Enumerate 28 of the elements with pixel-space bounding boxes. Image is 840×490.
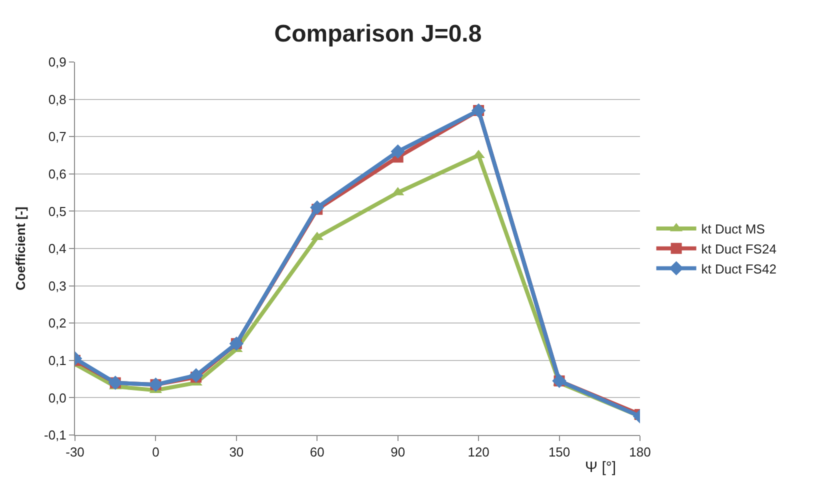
legend-label: kt Duct FS42 (701, 261, 776, 276)
y-tick-label: 0,4 (48, 241, 66, 256)
x-tick-label: 150 (548, 444, 570, 460)
x-tick-label: 180 (629, 444, 651, 460)
y-tick-label: 0,6 (48, 166, 66, 182)
x-tick-label: 0 (152, 444, 160, 460)
y-axis-title: Coefficient [-] (12, 206, 28, 290)
y-tick-label: 0,1 (48, 352, 66, 368)
x-tick-label: 60 (310, 444, 324, 460)
y-tick-label: 0,2 (48, 316, 66, 331)
y-tick-label: 0,3 (48, 278, 66, 294)
point (310, 200, 324, 215)
x-tick-label: 120 (468, 444, 490, 460)
point (188, 368, 204, 382)
y-tick-label: 0,5 (48, 204, 66, 219)
chart-title: Comparison J=0.8 (274, 20, 482, 48)
x-tick-label: 30 (229, 444, 244, 460)
x-axis-title: Ψ [°] (585, 459, 616, 476)
x-tick-label: -30 (66, 444, 84, 460)
x-tick-label: 90 (390, 444, 406, 460)
y-tick-label: 0,8 (48, 92, 66, 107)
point (390, 144, 406, 159)
y-tick-label: -0,1 (44, 428, 66, 443)
legend-label: kt Duct MS (701, 222, 766, 237)
y-tick-label: 0,7 (48, 129, 66, 144)
legend-label: kt Duct FS24 (701, 241, 776, 256)
y-tick-label: 0,0 (48, 390, 66, 406)
y-tick-label: 0,9 (48, 54, 66, 70)
